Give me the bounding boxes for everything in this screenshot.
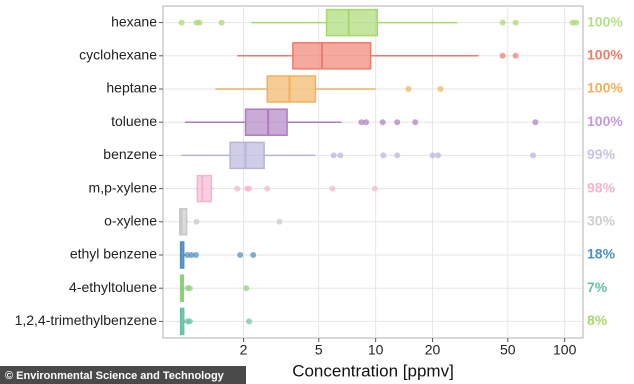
outlier bbox=[192, 252, 199, 258]
outlier bbox=[379, 119, 386, 126]
outlier bbox=[188, 252, 195, 258]
outlier bbox=[246, 318, 253, 325]
detection-label: 100% bbox=[587, 113, 623, 129]
x-axis-label: Concentration [ppmv] bbox=[292, 361, 454, 380]
outlier bbox=[246, 185, 253, 192]
credit-bg bbox=[0, 366, 246, 384]
outlier bbox=[196, 19, 203, 26]
outlier bbox=[186, 285, 193, 292]
y-tick-label: hexane bbox=[111, 13, 157, 29]
y-tick-label: ethyl benzene bbox=[70, 246, 157, 262]
credit: © Environmental Science and Technology bbox=[5, 370, 225, 382]
outlier bbox=[178, 19, 185, 26]
detection-label: 100% bbox=[587, 47, 623, 63]
outlier bbox=[380, 152, 387, 159]
detection-label: 7% bbox=[587, 279, 608, 295]
y-tick-label: 4-ethyltoluene bbox=[69, 279, 157, 295]
detection-label: 99% bbox=[587, 146, 616, 162]
plot-area bbox=[162, 5, 584, 339]
outlier bbox=[532, 119, 539, 126]
outlier bbox=[330, 152, 337, 159]
outlier bbox=[237, 252, 244, 258]
y-tick-label: benzene bbox=[103, 146, 157, 162]
outlier bbox=[499, 19, 506, 26]
y-tick-label: heptane bbox=[106, 80, 157, 96]
outlier bbox=[363, 119, 370, 126]
box bbox=[179, 208, 188, 236]
box bbox=[196, 174, 213, 203]
outlier bbox=[329, 185, 336, 192]
outlier bbox=[573, 19, 580, 26]
detection-label: 100% bbox=[587, 80, 623, 96]
box bbox=[266, 75, 317, 103]
outlier bbox=[234, 185, 241, 192]
outlier bbox=[358, 119, 365, 126]
box bbox=[292, 42, 372, 70]
x-tick-label: 2 bbox=[240, 342, 248, 358]
box bbox=[244, 108, 288, 136]
outlier bbox=[405, 86, 412, 92]
outlier bbox=[512, 52, 519, 59]
outlier bbox=[499, 52, 506, 59]
outlier bbox=[218, 19, 225, 26]
outlier bbox=[193, 218, 200, 225]
x-tick-label: 5 bbox=[315, 342, 323, 358]
y-tick-label: toluene bbox=[111, 113, 157, 129]
outlier bbox=[371, 185, 378, 192]
outlier bbox=[243, 285, 250, 292]
outlier bbox=[337, 152, 344, 159]
outlier bbox=[412, 119, 419, 126]
y-tick-label: m,p-xylene bbox=[89, 179, 158, 195]
x-tick-label: 20 bbox=[425, 342, 441, 358]
outlier bbox=[394, 119, 401, 126]
box bbox=[229, 141, 265, 170]
box bbox=[325, 8, 379, 37]
outlier bbox=[512, 19, 519, 26]
x-tick-label: 100 bbox=[553, 342, 577, 358]
x-tick-label: 50 bbox=[500, 342, 516, 358]
detection-label: 98% bbox=[587, 179, 616, 195]
x-tick-label: 10 bbox=[368, 342, 384, 358]
outlier bbox=[394, 152, 401, 159]
outlier bbox=[437, 86, 444, 92]
y-tick-label: o-xylene bbox=[104, 213, 157, 229]
outlier bbox=[186, 318, 193, 325]
outlier bbox=[250, 252, 257, 258]
detection-label: 18% bbox=[587, 246, 616, 262]
outlier bbox=[435, 152, 442, 159]
detection-label: 8% bbox=[587, 312, 608, 328]
y-tick-label: 1,2,4-trimethylbenzene bbox=[15, 312, 158, 328]
outlier bbox=[429, 152, 436, 159]
detection-label: 30% bbox=[587, 213, 616, 229]
y-tick-label: cyclohexane bbox=[79, 47, 157, 63]
outlier bbox=[530, 152, 537, 159]
outlier bbox=[264, 185, 271, 192]
detection-label: 100% bbox=[587, 13, 623, 29]
outlier bbox=[276, 218, 283, 225]
